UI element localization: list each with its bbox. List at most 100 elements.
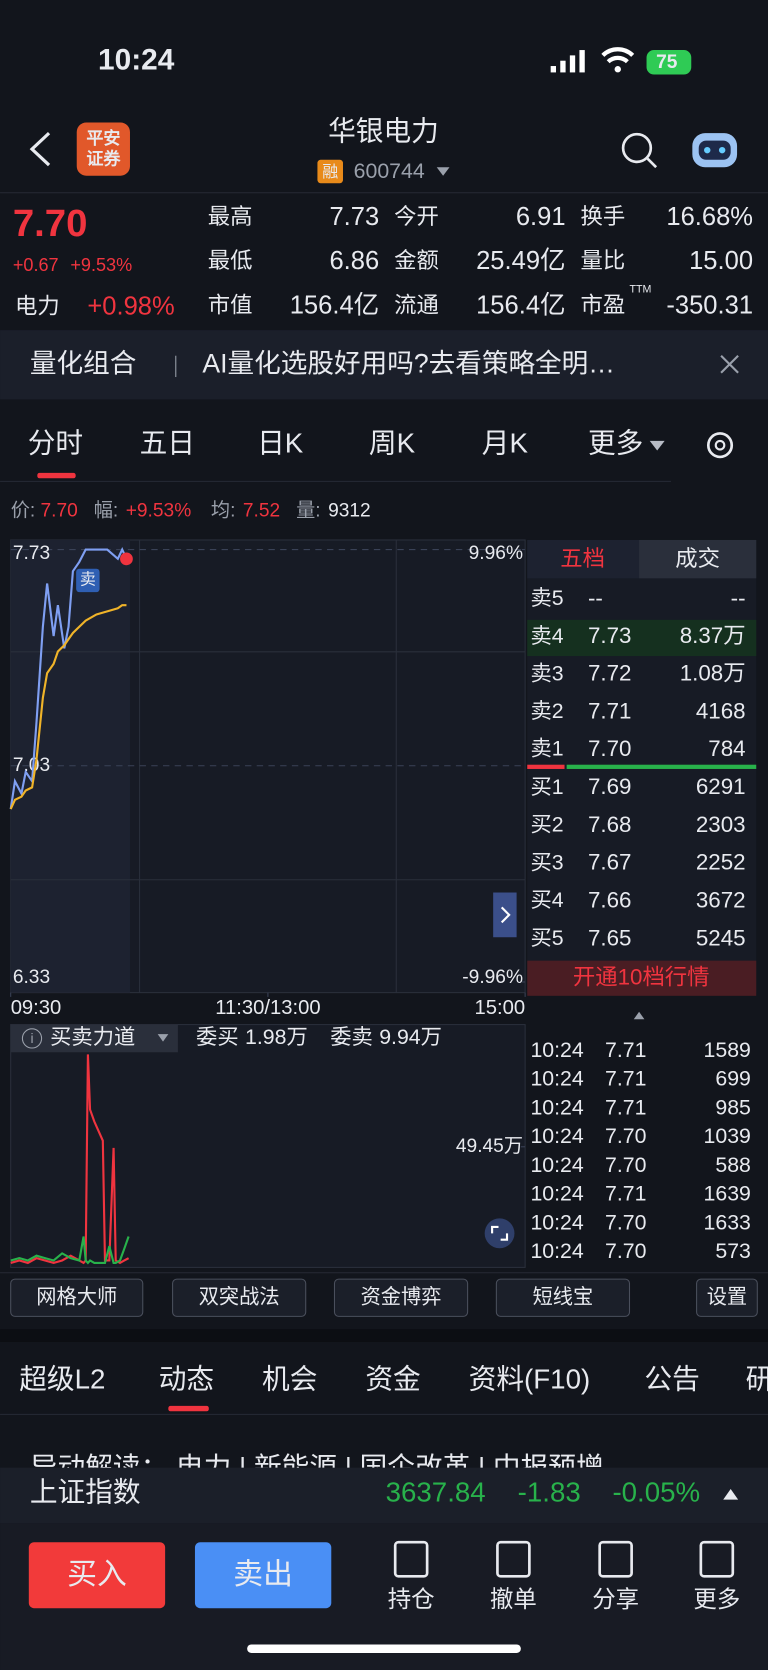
info-icon[interactable] [21, 1028, 43, 1049]
more-dropdown[interactable] [649, 440, 665, 451]
signal-icon [550, 50, 585, 73]
trade-time: 10:24 [530, 1095, 583, 1119]
tab-label[interactable]: 五档 [560, 546, 605, 571]
book-price: 7.68 [588, 812, 632, 837]
tab-label[interactable]: 成交 [675, 546, 720, 571]
stock-name: 华银电力 [328, 115, 439, 146]
action-label[interactable]: 分享 [592, 1586, 639, 1612]
svg-text:i: i [30, 1030, 33, 1046]
tool-label[interactable]: 资金博弈 [361, 1286, 442, 1309]
upgrade-button[interactable] [527, 960, 757, 996]
stat-label: 金额 [394, 248, 439, 273]
x-tick-label: 11:30/13:00 [215, 997, 320, 1019]
book-label: 卖1 [530, 737, 563, 761]
order-book-tab[interactable] [639, 539, 757, 579]
collapse-icon[interactable] [633, 1011, 645, 1020]
chart-tab[interactable]: 更多 [588, 428, 643, 459]
banner[interactable] [0, 330, 768, 400]
info-avg: 7.52 [243, 500, 280, 521]
action-icon[interactable] [598, 1540, 633, 1578]
stat-value: 16.68% [666, 203, 753, 231]
battery-level: 75 [656, 52, 678, 73]
order-book-tab[interactable] [527, 539, 640, 579]
tool-label[interactable]: 设置 [707, 1286, 747, 1309]
back-button[interactable] [29, 131, 51, 167]
annotation-text: 卖 [80, 571, 96, 589]
action-label[interactable]: 持仓 [388, 1586, 435, 1612]
action-icon[interactable] [699, 1540, 735, 1578]
code-dropdown[interactable] [436, 167, 450, 176]
book-price: 7.65 [588, 925, 632, 950]
stat-label: 最低 [208, 248, 253, 273]
stat-label-sup: TTM [629, 284, 651, 296]
chart-tab[interactable]: 分时 [28, 428, 83, 459]
settings-icon[interactable] [706, 432, 734, 459]
book-volume: 3672 [696, 887, 746, 912]
tool-button[interactable] [10, 1278, 144, 1317]
stat-label: 流通 [394, 293, 439, 318]
section-tab[interactable]: 超级L2 [19, 1364, 105, 1395]
index-bar[interactable] [0, 1467, 768, 1524]
chart-tab[interactable]: 五日 [140, 428, 195, 459]
book-volume: 8.37万 [680, 623, 746, 648]
section-tab[interactable]: 资金 [365, 1364, 420, 1395]
chart-title[interactable]: 买卖力道 [50, 1025, 135, 1049]
stock-code: 600744 [354, 159, 425, 183]
tool-button[interactable] [495, 1278, 631, 1317]
section-tab[interactable]: 公告 [644, 1364, 699, 1395]
force-title-bg[interactable] [10, 1024, 178, 1053]
tool-button[interactable] [333, 1278, 469, 1317]
assistant-icon[interactable] [692, 133, 738, 168]
sell-button[interactable] [194, 1542, 332, 1609]
stat-value: 6.91 [516, 203, 566, 231]
search-icon[interactable] [621, 132, 653, 164]
sell-label[interactable]: 卖出 [233, 1558, 293, 1591]
annotation-badge [76, 568, 100, 593]
stat-value: 156.4亿 [290, 291, 379, 319]
action-icon[interactable] [393, 1540, 429, 1578]
action-label[interactable]: 撤单 [490, 1586, 537, 1612]
section-tab[interactable]: 动态 [159, 1364, 214, 1395]
upgrade-text[interactable]: 开通10档行情 [573, 965, 710, 990]
trade-volume: 573 [715, 1239, 751, 1263]
trade-volume: 1039 [704, 1124, 751, 1148]
book-price: 7.71 [588, 698, 632, 723]
fullscreen-button[interactable] [484, 1218, 515, 1249]
book-label: 买4 [530, 888, 563, 912]
active-tab-indicator [37, 472, 76, 479]
action-label[interactable]: 更多 [693, 1586, 740, 1612]
index-name: 上证指数 [30, 1477, 141, 1508]
row-highlight [527, 619, 757, 657]
chart-tab[interactable]: 周K [369, 428, 416, 459]
book-label: 买1 [530, 775, 563, 799]
info-vol: 9312 [328, 500, 371, 521]
book-price: 7.73 [588, 623, 632, 648]
info-label: 均: [211, 499, 235, 521]
tool-label[interactable]: 双突战法 [199, 1286, 280, 1309]
buy-button[interactable] [28, 1542, 166, 1609]
last-price: 7.70 [13, 202, 88, 245]
tool-button[interactable] [696, 1278, 758, 1317]
expand-tab[interactable] [493, 892, 517, 938]
series-line [9, 547, 128, 810]
tool-label[interactable]: 网格大师 [36, 1286, 117, 1309]
tool-label[interactable]: 短线宝 [533, 1286, 594, 1309]
chart-tab[interactable]: 日K [257, 428, 304, 459]
section-tab[interactable]: 机会 [262, 1364, 317, 1395]
y2-tick-label: -9.96% [462, 967, 523, 988]
section-tab[interactable]: 研 [746, 1364, 768, 1395]
stat-label: 市盈 [581, 293, 626, 318]
trade-time: 10:24 [530, 1182, 583, 1206]
close-button[interactable] [720, 354, 739, 374]
tool-button[interactable] [172, 1278, 307, 1317]
sector-change: +0.98% [87, 293, 174, 321]
margin-badge [317, 159, 343, 184]
broker-logo[interactable] [76, 122, 130, 176]
expand-icon[interactable] [723, 1488, 739, 1500]
action-icon[interactable] [496, 1540, 531, 1578]
dropdown-icon[interactable] [157, 1034, 169, 1042]
section-tab[interactable]: 资料(F10) [469, 1364, 591, 1395]
buy-label[interactable]: 买入 [67, 1558, 127, 1591]
chart-tab[interactable]: 月K [482, 428, 529, 459]
